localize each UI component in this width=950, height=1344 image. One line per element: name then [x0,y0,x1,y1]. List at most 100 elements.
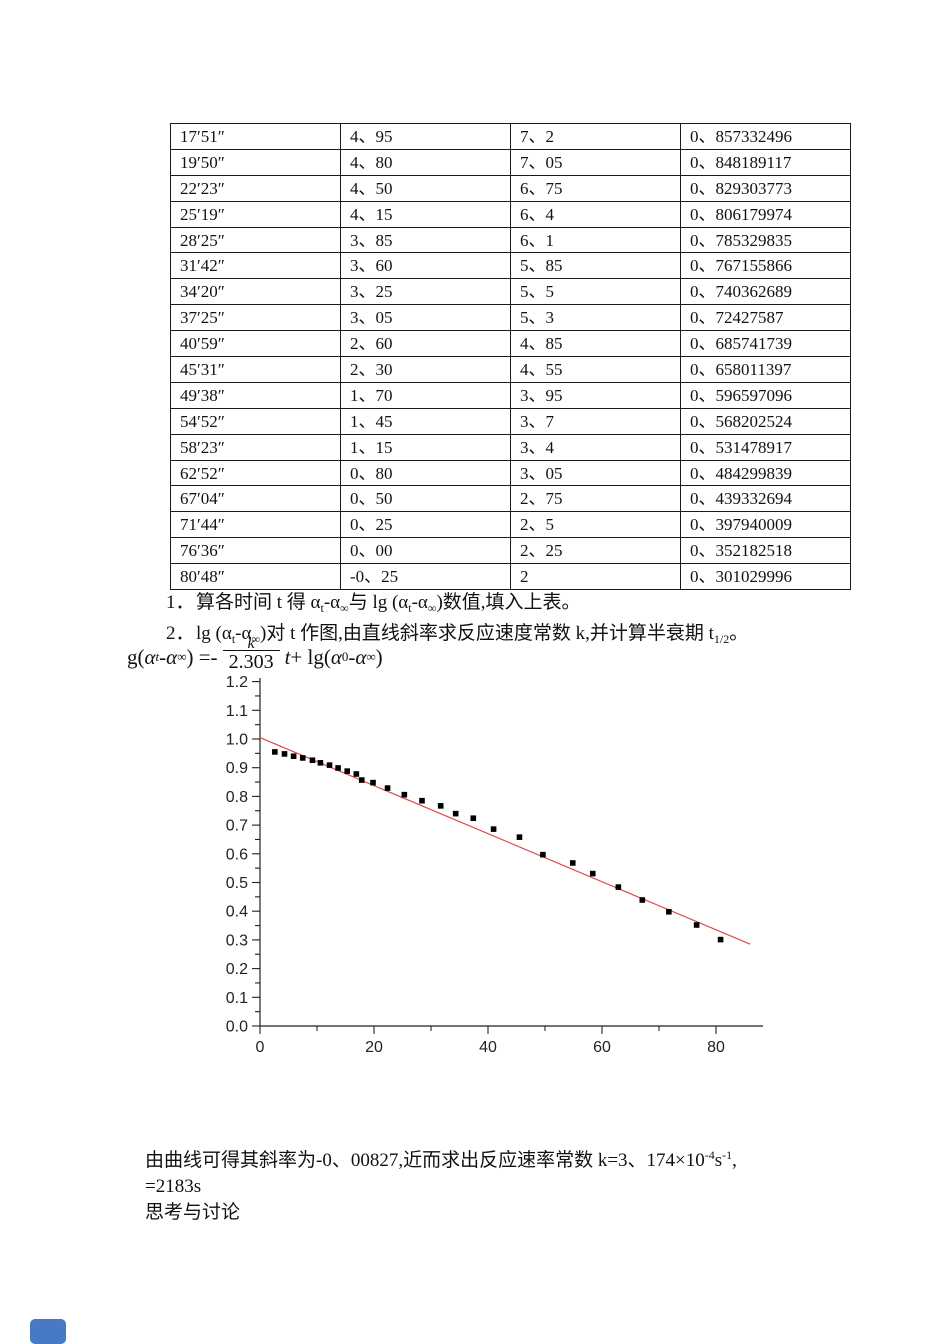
table-cell: 2、30 [340,356,511,383]
text-segment: t [284,644,291,669]
table-cell: 5、5 [510,278,681,306]
text-segment: -4 [704,1148,715,1162]
y-tick-label: 0.9 [226,760,248,777]
text-segment: ∞ [177,649,187,664]
table-cell: 4、50 [340,174,511,202]
rate-equation: g(α t - α ∞) =- k 2.303 t + lg(α 0 - α ∞) [127,634,383,680]
conclusion-text: 由曲线可得其斜率为-0、00827,近而求出反应速率常数 k=3、174×10-… [145,1142,845,1226]
y-tick-label: 0.5 [226,875,248,892]
table-row: 62′52″ 0、80 3、05 0、484299839 [170,459,851,487]
y-tick-label: 0.1 [226,990,248,1007]
data-points [272,749,724,943]
table-cell: 40′59″ [170,330,341,358]
text-segment: t [408,601,412,615]
text-segment: 。 [729,623,749,644]
table-row: 76′36″ 0、00 2、25 0、352182518 [170,537,851,565]
data-point [470,815,477,822]
table-cell: 6、1 [510,226,681,254]
table-cell: 34′20″ [170,278,341,306]
data-point [639,897,646,903]
text-segment: s [714,1150,723,1171]
text-segment: ∞ [366,649,376,664]
table-cell: 37′25″ [170,304,341,332]
table-cell: 7、05 [510,148,681,176]
data-point [437,803,444,809]
table-cell: 3、7 [510,407,681,435]
fraction-numerator: k [247,634,255,652]
table-cell: 67′04″ [170,485,341,513]
text-segment: lg (α [196,623,232,644]
note-number: 1． [166,592,195,613]
table-cell: 5、3 [510,304,681,332]
scatter-chart: 0.0 0.1 0.2 0.3 0.4 0.5 0.6 0.7 0.8 0.9 1.0 1.1 1.2 0… [226,674,763,1056]
table-cell: 4、80 [340,148,511,176]
text-segment: α [330,644,342,669]
y-tick-label: 0.6 [226,846,248,863]
data-point [569,860,576,866]
table-row: 19′50″ 4、80 7、05 0、848189117 [170,148,851,176]
data-point [384,785,391,791]
text-segment: α [144,644,156,669]
data-point [353,771,360,777]
data-point [452,810,459,817]
table-cell: 0、439332694 [680,485,851,513]
data-point [370,779,376,786]
text-segment: ) =- [186,644,218,669]
text-segment: , [732,1150,737,1171]
data-point [666,908,672,915]
table-cell: 31′42″ [170,252,341,280]
data-point [615,884,622,890]
table-cell: 0、685741739 [680,330,851,358]
table-cell: 17′51″ [170,123,341,150]
table-cell: 71′44″ [170,511,341,539]
table-cell: 0、484299839 [680,459,851,487]
table-cell: 28′25″ [170,226,341,254]
table-row: 45′31″ 2、30 4、55 0、658011397 [170,356,851,383]
table-row: 22′23″ 4、50 6、75 0、829303773 [170,174,851,202]
table-cell: 2、5 [510,511,681,539]
table-cell: 0、568202524 [680,407,851,435]
table-cell: 0、740362689 [680,278,851,306]
table-cell: 2、25 [510,537,681,565]
blue-corner-marker [30,1319,66,1344]
text-segment: α [355,644,367,669]
table-cell: 1、70 [340,381,511,409]
text-segment: -1 [722,1148,733,1162]
x-tick-label: 0 [256,1039,265,1056]
y-tick-label: 1.2 [226,674,248,691]
note-text: 算各时间 t 得 αt-α∞与 lg (αt-α∞)数值,填入上表。 [196,590,581,621]
data-point [309,757,316,764]
text-segment: + lg( [290,644,331,669]
table-cell: 0、806179974 [680,200,851,228]
text-segment: - [348,644,356,669]
x-tick-label: 20 [365,1039,383,1056]
table-cell: 49′38″ [170,381,341,409]
table-row: 54′52″ 1、45 3、7 0、568202524 [170,407,851,435]
table-cell: 0、767155866 [680,252,851,280]
text-segment: 由曲线可得其斜率为-0、00827,近而求出反应速率常数 k=3、174×10 [145,1150,705,1171]
text-segment: - [159,644,167,669]
table-cell: 6、4 [510,200,681,228]
table-cell: 1、15 [340,433,511,461]
table-cell: 3、05 [340,304,511,332]
text-segment: 0 [341,649,349,664]
data-point [281,751,288,757]
table-cell: 0、352182518 [680,537,851,565]
table-cell: 2、60 [340,330,511,358]
y-tick-label: 0.0 [226,1019,248,1036]
text-segment: -α [411,592,428,613]
table-cell: 3、4 [510,433,681,461]
table-cell: 0、72427587 [680,304,851,332]
table-cell: 1、45 [340,407,511,435]
table-row: 49′38″ 1、70 3、95 0、596597096 [170,381,851,409]
text-segment: -α [235,623,252,644]
x-tick-label: 60 [593,1039,611,1056]
data-point [693,922,700,928]
y-tick-label: 0.7 [226,818,248,835]
table-row: 67′04″ 0、50 2、75 0、439332694 [170,485,851,513]
table-cell: 4、85 [510,330,681,358]
table-cell: 0、531478917 [680,433,851,461]
text-segment: ∞ [340,601,349,615]
chart-ticks [252,681,717,1034]
table-cell: 22′23″ [170,174,341,202]
